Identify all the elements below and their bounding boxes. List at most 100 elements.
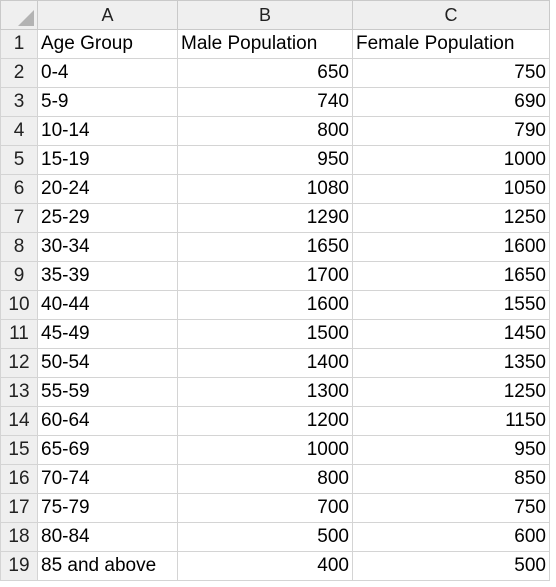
row-header[interactable]: 15: [0, 435, 38, 465]
cell-male-population[interactable]: 1290: [177, 203, 353, 233]
cell-male-population[interactable]: 650: [177, 58, 353, 88]
cell-male-population[interactable]: 1200: [177, 406, 353, 436]
table-row: 1 Age Group Male Population Female Popul…: [0, 29, 550, 59]
table-row: 4 10-14 800 790: [0, 116, 550, 146]
table-row: 9 35-39 1700 1650: [0, 261, 550, 291]
cell-female-population[interactable]: 1050: [352, 174, 550, 204]
cell-female-population[interactable]: 1350: [352, 348, 550, 378]
cell-age-group[interactable]: 50-54: [37, 348, 178, 378]
cell-age-group[interactable]: 0-4: [37, 58, 178, 88]
column-header-a[interactable]: A: [37, 0, 178, 30]
cell-male-population[interactable]: 1400: [177, 348, 353, 378]
row-header[interactable]: 12: [0, 348, 38, 378]
row-header[interactable]: 18: [0, 522, 38, 552]
cell-female-population[interactable]: 750: [352, 493, 550, 523]
row-header[interactable]: 13: [0, 377, 38, 407]
cell-female-population[interactable]: 750: [352, 58, 550, 88]
cell-female-population[interactable]: 790: [352, 116, 550, 146]
table-row: 11 45-49 1500 1450: [0, 319, 550, 349]
table-row: 12 50-54 1400 1350: [0, 348, 550, 378]
cell-male-population[interactable]: 1500: [177, 319, 353, 349]
cell-female-population[interactable]: 500: [352, 551, 550, 581]
column-header-b[interactable]: B: [177, 0, 353, 30]
cell-age-group[interactable]: 20-24: [37, 174, 178, 204]
row-header[interactable]: 17: [0, 493, 38, 523]
cell-male-population[interactable]: 1700: [177, 261, 353, 291]
cell-age-group[interactable]: 5-9: [37, 87, 178, 117]
cell-male-population[interactable]: 950: [177, 145, 353, 175]
table-row: 13 55-59 1300 1250: [0, 377, 550, 407]
cell-male-population[interactable]: 1000: [177, 435, 353, 465]
cell-age-group[interactable]: 25-29: [37, 203, 178, 233]
cell-female-population[interactable]: 1000: [352, 145, 550, 175]
row-header[interactable]: 14: [0, 406, 38, 436]
row-header[interactable]: 3: [0, 87, 38, 117]
select-all-triangle-icon: [18, 10, 34, 26]
table-row: 14 60-64 1200 1150: [0, 406, 550, 436]
row-header[interactable]: 5: [0, 145, 38, 175]
table-row: 18 80-84 500 600: [0, 522, 550, 552]
table-row: 2 0-4 650 750: [0, 58, 550, 88]
row-header[interactable]: 1: [0, 29, 38, 59]
header-cell-female-population[interactable]: Female Population: [352, 29, 550, 59]
cell-age-group[interactable]: 55-59: [37, 377, 178, 407]
cell-age-group[interactable]: 75-79: [37, 493, 178, 523]
cell-male-population[interactable]: 500: [177, 522, 353, 552]
cell-female-population[interactable]: 1550: [352, 290, 550, 320]
cell-male-population[interactable]: 800: [177, 464, 353, 494]
column-header-c[interactable]: C: [352, 0, 550, 30]
cell-age-group[interactable]: 40-44: [37, 290, 178, 320]
cell-female-population[interactable]: 1650: [352, 261, 550, 291]
row-header[interactable]: 10: [0, 290, 38, 320]
cell-female-population[interactable]: 950: [352, 435, 550, 465]
cell-female-population[interactable]: 850: [352, 464, 550, 494]
table-row: 6 20-24 1080 1050: [0, 174, 550, 204]
cell-age-group[interactable]: 45-49: [37, 319, 178, 349]
row-header[interactable]: 19: [0, 551, 38, 581]
grid-body: 1 Age Group Male Population Female Popul…: [0, 29, 550, 581]
row-header[interactable]: 4: [0, 116, 38, 146]
header-cell-age-group[interactable]: Age Group: [37, 29, 178, 59]
column-header-row: A B C: [0, 0, 550, 30]
cell-age-group[interactable]: 65-69: [37, 435, 178, 465]
cell-female-population[interactable]: 1600: [352, 232, 550, 262]
cell-age-group[interactable]: 80-84: [37, 522, 178, 552]
cell-age-group[interactable]: 85 and above: [37, 551, 178, 581]
row-header[interactable]: 16: [0, 464, 38, 494]
cell-female-population[interactable]: 600: [352, 522, 550, 552]
cell-female-population[interactable]: 1150: [352, 406, 550, 436]
table-row: 19 85 and above 400 500: [0, 551, 550, 581]
cell-male-population[interactable]: 400: [177, 551, 353, 581]
cell-male-population[interactable]: 740: [177, 87, 353, 117]
cell-age-group[interactable]: 15-19: [37, 145, 178, 175]
row-header[interactable]: 11: [0, 319, 38, 349]
header-cell-male-population[interactable]: Male Population: [177, 29, 353, 59]
cell-age-group[interactable]: 10-14: [37, 116, 178, 146]
cell-female-population[interactable]: 1250: [352, 203, 550, 233]
row-header[interactable]: 9: [0, 261, 38, 291]
cell-female-population[interactable]: 1450: [352, 319, 550, 349]
table-row: 16 70-74 800 850: [0, 464, 550, 494]
cell-male-population[interactable]: 1080: [177, 174, 353, 204]
cell-male-population[interactable]: 800: [177, 116, 353, 146]
cell-age-group[interactable]: 70-74: [37, 464, 178, 494]
cell-female-population[interactable]: 1250: [352, 377, 550, 407]
row-header[interactable]: 6: [0, 174, 38, 204]
table-row: 3 5-9 740 690: [0, 87, 550, 117]
table-row: 15 65-69 1000 950: [0, 435, 550, 465]
cell-male-population[interactable]: 1300: [177, 377, 353, 407]
cell-male-population[interactable]: 700: [177, 493, 353, 523]
table-row: 10 40-44 1600 1550: [0, 290, 550, 320]
table-row: 17 75-79 700 750: [0, 493, 550, 523]
row-header[interactable]: 8: [0, 232, 38, 262]
row-header[interactable]: 7: [0, 203, 38, 233]
cell-age-group[interactable]: 30-34: [37, 232, 178, 262]
cell-age-group[interactable]: 35-39: [37, 261, 178, 291]
cell-male-population[interactable]: 1650: [177, 232, 353, 262]
row-header[interactable]: 2: [0, 58, 38, 88]
cell-age-group[interactable]: 60-64: [37, 406, 178, 436]
cell-female-population[interactable]: 690: [352, 87, 550, 117]
select-all-button[interactable]: [0, 0, 38, 30]
cell-male-population[interactable]: 1600: [177, 290, 353, 320]
